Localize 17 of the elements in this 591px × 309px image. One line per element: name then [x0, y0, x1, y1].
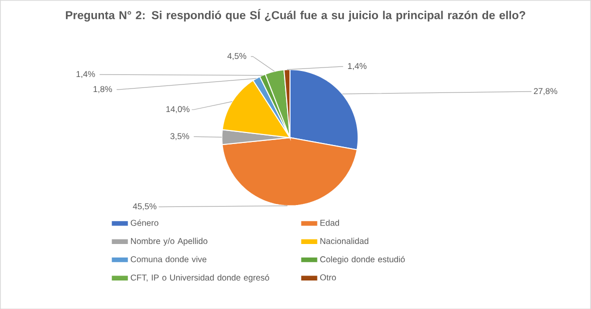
data-label: 1,4%	[348, 62, 367, 70]
data-label: 4,5%	[227, 52, 246, 60]
legend-label: Comuna donde vive	[130, 256, 206, 262]
legend-label: Colegio donde estudió	[320, 256, 405, 264]
chart-title: Pregunta N° 2: Si respondió que SÍ ¿Cuál fue a su juicio la principal razón de ello?	[66, 8, 526, 22]
legend-label: Género	[130, 219, 158, 226]
data-label: 1,4%	[76, 70, 95, 78]
data-label: 3,5%	[170, 132, 190, 140]
legend-label: Edad	[320, 219, 340, 226]
legend-label: Otro	[320, 274, 336, 280]
legend-label: CFT, IP o Universidad donde egresó	[130, 274, 270, 282]
legend-label: Nombre y/o Apellido	[131, 238, 208, 246]
data-label: 14,0%	[166, 106, 190, 113]
data-label: 45,5%	[132, 203, 156, 210]
legend-label: Nacionalidad	[320, 238, 368, 244]
data-label: 1,8%	[94, 86, 112, 93]
data-label: 27,8%	[534, 88, 558, 95]
